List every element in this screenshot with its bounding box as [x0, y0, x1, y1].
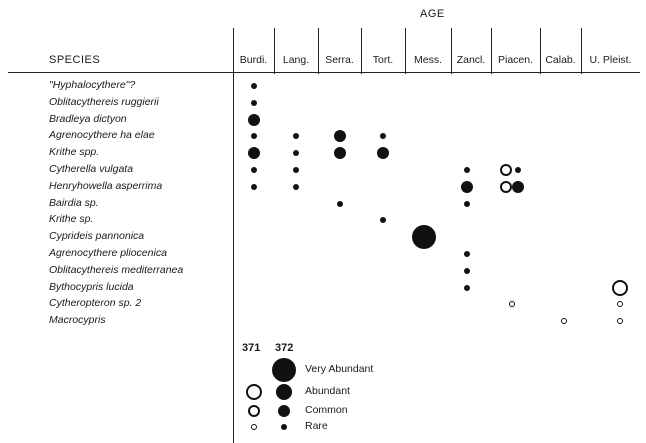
occurrence-dot-rare [464, 284, 470, 291]
occurrence-dot-common [377, 147, 389, 160]
occurrence-dot-very-abundant [412, 225, 436, 250]
occurrence-dot-rare [617, 301, 623, 308]
stage-header-serra: Serra. [325, 54, 354, 66]
occurrence-dot-common [461, 180, 473, 193]
occurrence-dot-rare [380, 133, 386, 140]
stage-header-burdi: Burdi. [239, 54, 268, 66]
species-label: Agrenocythere ha elae [49, 129, 155, 142]
occurrence-dot-rare [251, 183, 257, 190]
species-label: Agrenocythere pliocenica [49, 247, 167, 259]
occurrence-dot-rare [293, 150, 299, 157]
species-label: Krithe spp. [49, 146, 100, 159]
stage-header-mess: Mess. [413, 54, 442, 66]
stage-header-u-pleist: U. Pleist. [589, 54, 632, 66]
occurrence-dot-rare [251, 83, 257, 89]
species-label: Henryhowella asperrima [49, 179, 163, 192]
occurrence-dot-rare [380, 217, 386, 224]
occurrence-dot-common [500, 180, 512, 193]
legend-label-common: Common [305, 404, 348, 416]
occurrence-dot-rare [464, 167, 470, 173]
stage-header-piacen: Piacen. [497, 54, 534, 66]
legend-symbol-rare [251, 424, 257, 430]
column-divider [451, 28, 452, 74]
occurrence-dot-rare [337, 200, 343, 207]
occurrence-dot-rare [561, 318, 567, 325]
column-divider [540, 28, 541, 74]
legend-site-371: 371 [242, 342, 261, 354]
occurrence-dot-common [500, 164, 512, 176]
species-label: Cytheropteron sp. 2 [49, 297, 142, 310]
occurrence-dot-rare [515, 167, 521, 173]
species-label: Cyprideis pannonica [49, 230, 145, 243]
species-label: Bradleya dictyon [49, 112, 127, 125]
occurrence-dot-rare [617, 318, 623, 325]
column-divider [491, 28, 492, 74]
age-header: AGE [420, 8, 445, 20]
legend-label-rare: Rare [305, 420, 328, 432]
legend-symbol-abundant [246, 384, 262, 400]
occurrence-dot-rare [293, 167, 299, 173]
occurrence-dot-rare [464, 251, 470, 257]
legend-symbol-rare [281, 424, 287, 430]
column-divider [233, 28, 234, 443]
occurrence-dot-rare [293, 133, 299, 140]
occurrence-dot-abundant [612, 279, 628, 296]
occurrence-dot-common [248, 147, 260, 160]
column-divider [361, 28, 362, 74]
occurrence-dot-rare [509, 301, 515, 308]
legend-label-abundant: Abundant [305, 385, 350, 397]
species-column-header: SPECIES [49, 54, 101, 66]
species-label: Bairdia sp. [49, 196, 99, 209]
occurrence-dot-rare [464, 267, 470, 274]
species-label: Oblitacythereis ruggierii [49, 95, 159, 108]
legend-site-372: 372 [275, 342, 294, 354]
species-label: Macrocypris [49, 314, 106, 327]
occurrence-dot-rare [464, 200, 470, 207]
stage-header-zancl: Zancl. [456, 54, 486, 66]
legend-label-very-abundant: Very Abundant [305, 363, 374, 375]
occurrence-dot-rare [251, 167, 257, 173]
species-label: Oblitacythereis mediterranea [49, 263, 184, 276]
legend-symbol-abundant [276, 384, 292, 400]
occurrence-dot-common [334, 147, 346, 160]
species-label: Bythocypris lucida [49, 280, 134, 293]
column-divider [274, 28, 275, 74]
column-divider [318, 28, 319, 74]
stage-header-tort: Tort. [372, 54, 394, 66]
legend-symbol-common [248, 405, 260, 417]
stage-header-lang: Lang. [282, 54, 310, 66]
column-divider [405, 28, 406, 74]
stage-header-calab: Calab. [545, 54, 576, 66]
species-label: Cytherella vulgata [49, 163, 134, 175]
species-label: Krithe sp. [49, 213, 94, 226]
species-label: "Hyphalocythere"? [49, 79, 136, 91]
header-rule [8, 72, 640, 73]
legend-symbol-common [278, 405, 290, 417]
occurrence-dot-common [334, 130, 346, 143]
occurrence-dot-common [512, 180, 524, 193]
occurrence-dot-rare [251, 99, 257, 106]
occurrence-dot-rare [251, 133, 257, 140]
occurrence-dot-rare [293, 183, 299, 190]
column-divider [581, 28, 582, 74]
occurrence-dot-common [248, 113, 260, 126]
legend-symbol-very-abundant [272, 358, 296, 382]
